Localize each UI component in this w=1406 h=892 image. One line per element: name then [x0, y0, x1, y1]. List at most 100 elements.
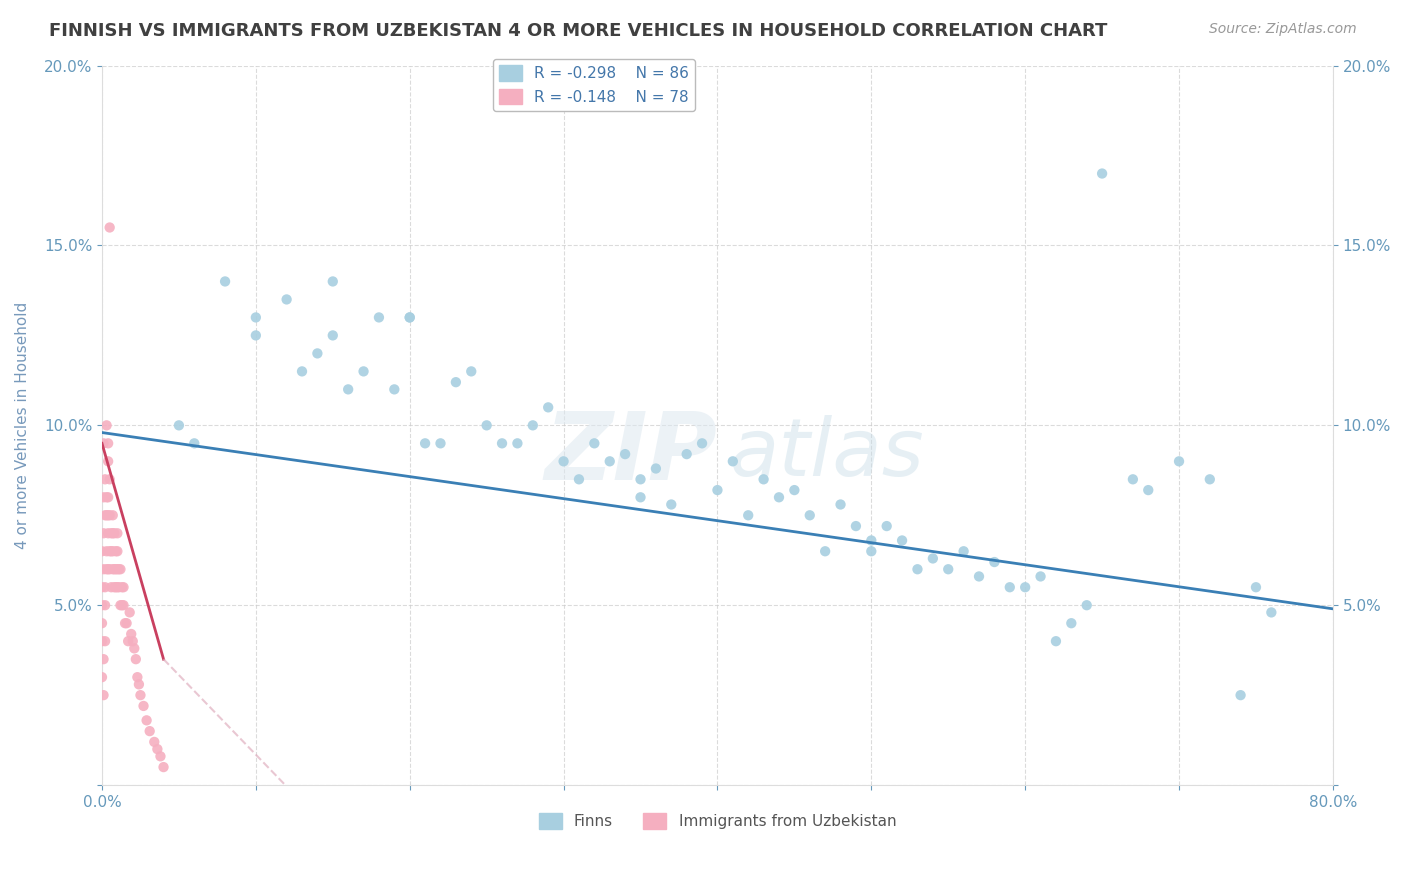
Text: Source: ZipAtlas.com: Source: ZipAtlas.com — [1209, 22, 1357, 37]
Point — [100, 580, 122, 594]
Point — [93, 562, 115, 576]
Point — [475, 418, 498, 433]
Text: FINNISH VS IMMIGRANTS FROM UZBEKISTAN 4 OR MORE VEHICLES IN HOUSEHOLD CORRELATIO: FINNISH VS IMMIGRANTS FROM UZBEKISTAN 4 … — [49, 22, 1108, 40]
Point — [936, 562, 959, 576]
Point — [860, 544, 883, 558]
Point — [398, 310, 420, 325]
Point — [245, 328, 267, 343]
Point — [111, 580, 134, 594]
Point — [101, 508, 124, 523]
Point — [322, 275, 344, 289]
Point — [135, 714, 157, 728]
Point — [149, 749, 172, 764]
Point — [429, 436, 451, 450]
Point — [1244, 580, 1267, 594]
Point — [659, 498, 682, 512]
Text: atlas: atlas — [730, 415, 925, 493]
Point — [98, 544, 121, 558]
Point — [398, 310, 420, 325]
Point — [94, 598, 117, 612]
Point — [783, 483, 806, 497]
Point — [96, 544, 118, 558]
Point — [522, 418, 544, 433]
Point — [108, 562, 131, 576]
Point — [97, 508, 120, 523]
Point — [183, 436, 205, 450]
Point — [1029, 569, 1052, 583]
Point — [103, 580, 125, 594]
Y-axis label: 4 or more Vehicles in Household: 4 or more Vehicles in Household — [15, 301, 30, 549]
Point — [537, 401, 560, 415]
Point — [91, 544, 114, 558]
Point — [91, 598, 114, 612]
Point — [97, 526, 120, 541]
Point — [91, 580, 114, 594]
Point — [1014, 580, 1036, 594]
Point — [129, 688, 152, 702]
Point — [814, 544, 837, 558]
Point — [706, 483, 728, 497]
Point — [353, 364, 375, 378]
Point — [245, 310, 267, 325]
Point — [644, 461, 666, 475]
Point — [1060, 616, 1083, 631]
Point — [845, 519, 868, 533]
Point — [799, 508, 821, 523]
Point — [105, 526, 128, 541]
Point — [132, 698, 155, 713]
Point — [690, 436, 713, 450]
Point — [93, 491, 115, 505]
Point — [675, 447, 697, 461]
Point — [138, 724, 160, 739]
Point — [91, 634, 114, 648]
Point — [952, 544, 974, 558]
Point — [737, 508, 759, 523]
Point — [1122, 472, 1144, 486]
Point — [103, 562, 125, 576]
Point — [382, 383, 405, 397]
Point — [112, 598, 135, 612]
Point — [96, 562, 118, 576]
Point — [101, 526, 124, 541]
Point — [94, 634, 117, 648]
Point — [553, 454, 575, 468]
Text: ZIP: ZIP — [544, 409, 717, 500]
Point — [100, 544, 122, 558]
Point — [121, 634, 143, 648]
Point — [105, 562, 128, 576]
Point — [860, 533, 883, 548]
Point — [1137, 483, 1160, 497]
Point — [506, 436, 529, 450]
Point — [108, 580, 131, 594]
Point — [1168, 454, 1191, 468]
Point — [127, 670, 149, 684]
Point — [1045, 634, 1067, 648]
Point — [491, 436, 513, 450]
Point — [583, 436, 606, 450]
Point — [96, 508, 118, 523]
Point — [291, 364, 314, 378]
Point — [967, 569, 990, 583]
Point — [337, 383, 360, 397]
Point — [721, 454, 744, 468]
Point — [768, 491, 790, 505]
Point — [1091, 167, 1114, 181]
Point — [921, 551, 943, 566]
Point — [112, 580, 135, 594]
Point — [146, 742, 169, 756]
Point — [110, 598, 132, 612]
Point — [152, 760, 174, 774]
Point — [322, 328, 344, 343]
Legend: Finns, Immigrants from Uzbekistan: Finns, Immigrants from Uzbekistan — [533, 806, 903, 835]
Point — [104, 580, 127, 594]
Point — [444, 375, 467, 389]
Point — [111, 598, 134, 612]
Point — [460, 364, 482, 378]
Point — [752, 472, 775, 486]
Point — [93, 688, 115, 702]
Point — [101, 544, 124, 558]
Point — [94, 580, 117, 594]
Point — [307, 346, 329, 360]
Point — [891, 533, 914, 548]
Point — [94, 508, 117, 523]
